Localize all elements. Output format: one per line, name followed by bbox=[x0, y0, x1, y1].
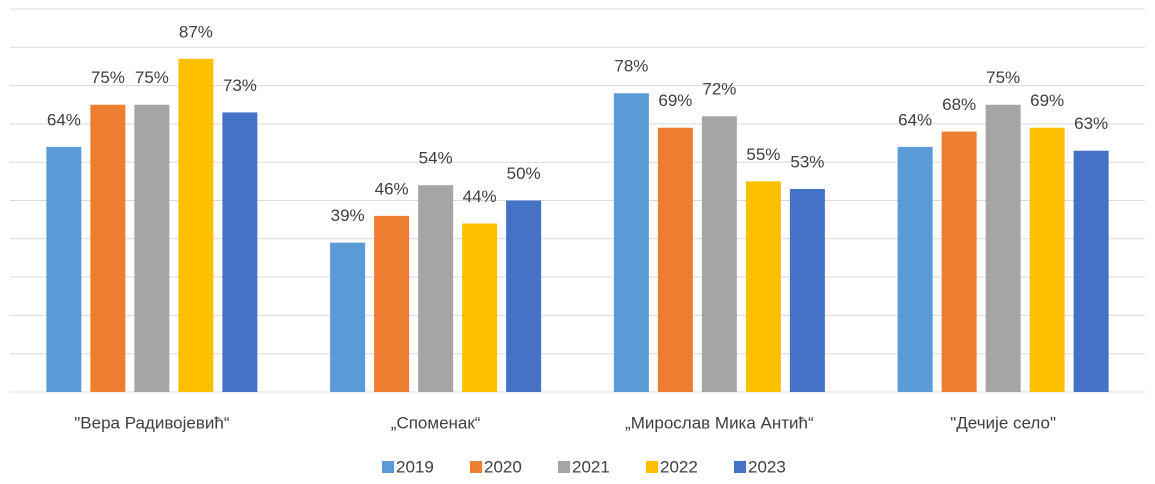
bar bbox=[897, 146, 933, 392]
legend-label: 2020 bbox=[484, 457, 522, 476]
data-label: 78% bbox=[614, 57, 648, 76]
bar bbox=[46, 146, 82, 392]
data-label: 68% bbox=[942, 95, 976, 114]
bar bbox=[789, 189, 825, 392]
bar bbox=[613, 93, 649, 392]
legend-label: 2019 bbox=[396, 457, 434, 476]
data-label: 46% bbox=[375, 179, 409, 198]
bar bbox=[985, 104, 1021, 392]
data-label: 64% bbox=[47, 110, 81, 129]
bar bbox=[745, 181, 781, 392]
bar bbox=[506, 200, 542, 392]
bar bbox=[90, 104, 126, 392]
data-label: 75% bbox=[91, 68, 125, 87]
data-label: 54% bbox=[419, 149, 453, 168]
legend-swatch bbox=[470, 461, 482, 473]
data-label: 44% bbox=[463, 187, 497, 206]
bar bbox=[941, 131, 977, 392]
data-label: 87% bbox=[179, 22, 213, 41]
legend-label: 2022 bbox=[660, 457, 698, 476]
bar bbox=[1073, 150, 1109, 392]
data-label: 73% bbox=[223, 76, 257, 95]
legend-label: 2021 bbox=[572, 457, 610, 476]
bar bbox=[374, 215, 410, 392]
bar bbox=[701, 116, 737, 393]
legend-swatch bbox=[734, 461, 746, 473]
data-label: 69% bbox=[658, 91, 692, 110]
bar bbox=[462, 223, 498, 392]
bar bbox=[330, 242, 366, 392]
data-label: 39% bbox=[331, 206, 365, 225]
x-tick-label: "Дечије село" bbox=[950, 413, 1056, 432]
data-label: 72% bbox=[702, 80, 736, 99]
data-label: 64% bbox=[898, 110, 932, 129]
bar bbox=[418, 185, 454, 392]
legend-swatch bbox=[382, 461, 394, 473]
legend-swatch bbox=[558, 461, 570, 473]
x-tick-label: „Споменак“ bbox=[391, 413, 481, 432]
x-tick-label: "Вера Радивојевић“ bbox=[74, 413, 230, 432]
bar bbox=[657, 127, 693, 392]
data-label: 75% bbox=[135, 68, 169, 87]
bar bbox=[1029, 127, 1065, 392]
legend-label: 2023 bbox=[748, 457, 786, 476]
legend-swatch bbox=[646, 461, 658, 473]
x-tick-label: „Мирослав Мика Антић“ bbox=[625, 413, 814, 432]
data-label: 75% bbox=[986, 68, 1020, 87]
bar bbox=[134, 104, 170, 392]
data-label: 50% bbox=[507, 164, 541, 183]
bar bbox=[178, 58, 214, 392]
data-label: 69% bbox=[1030, 91, 1064, 110]
data-label: 53% bbox=[790, 152, 824, 171]
bar bbox=[222, 112, 258, 392]
data-label: 55% bbox=[746, 145, 780, 164]
data-label: 63% bbox=[1074, 114, 1108, 133]
